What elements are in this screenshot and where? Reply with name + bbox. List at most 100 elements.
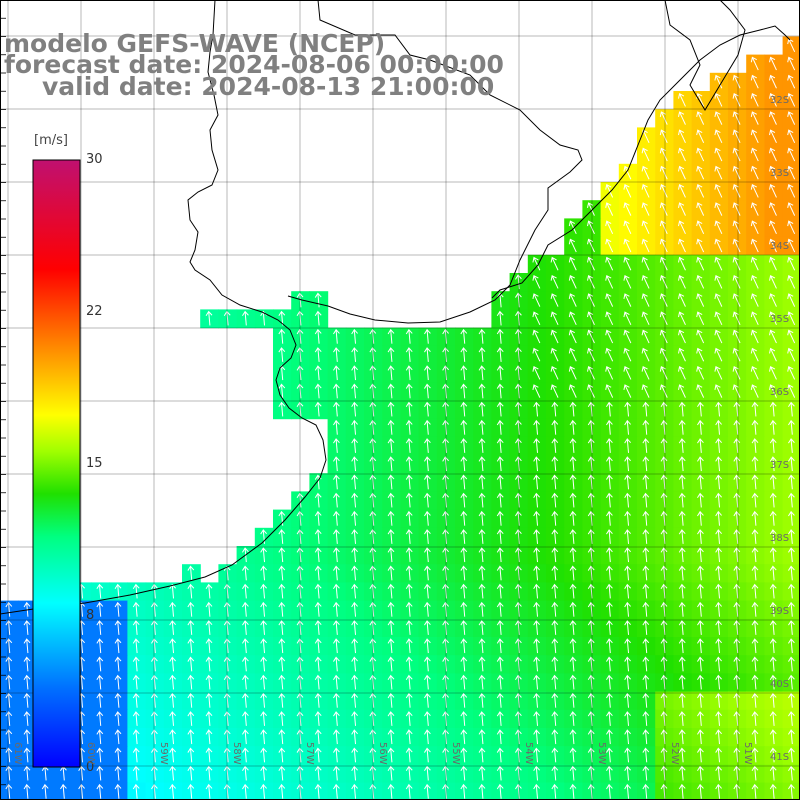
wind-arrow: [787, 147, 796, 162]
wind-arrow-shape: [714, 93, 723, 107]
wind-arrow-shape: [496, 310, 504, 326]
wind-arrow-shape: [424, 383, 431, 399]
wind-arrow-shape: [351, 401, 358, 417]
wind-arrow-shape: [114, 656, 122, 672]
wind-arrow: [714, 384, 723, 398]
wind-arrow: [496, 365, 504, 381]
wind-arrow-shape: [314, 492, 322, 508]
wind-arrow: [333, 583, 340, 599]
wind-arrow-shape: [496, 601, 504, 617]
wind-arrow-shape: [696, 275, 705, 289]
wind-arrow-shape: [424, 711, 431, 726]
forecast-date: forecast date: 2024-08-06 00:00:00: [4, 50, 504, 79]
wind-arrow-shape: [732, 93, 741, 107]
wind-arrow: [460, 510, 468, 526]
wind-arrow-shape: [260, 747, 267, 763]
wind-arrow: [751, 583, 759, 599]
wind-arrow: [23, 765, 31, 781]
wind-arrow-shape: [787, 220, 796, 235]
wind-arrow: [424, 783, 431, 799]
wind-arrow: [205, 747, 213, 763]
wind-arrow-shape: [678, 729, 686, 745]
wind-arrow-shape: [351, 711, 358, 726]
wind-arrow: [624, 419, 631, 435]
wind-arrow: [787, 202, 796, 216]
wind-arrow: [678, 238, 686, 253]
wind-arrow: [751, 474, 759, 490]
wind-arrow: [478, 711, 486, 726]
wind-arrow: [478, 328, 486, 344]
wind-arrow-shape: [605, 220, 614, 235]
wind-arrow-shape: [387, 583, 395, 599]
wind-arrow-shape: [678, 129, 686, 144]
wind-arrow: [751, 638, 759, 654]
model-title: modelo GEFS-WAVE (NCEP): [4, 29, 386, 58]
wind-arrow: [424, 456, 431, 472]
wind-arrow-shape: [424, 456, 431, 472]
wind-arrow: [569, 456, 577, 472]
wind-arrow-shape: [351, 365, 358, 381]
wind-arrow: [714, 256, 723, 271]
wind-arrow-shape: [533, 692, 540, 708]
wind-arrow-shape: [696, 184, 705, 198]
wind-arrow: [606, 783, 613, 799]
wind-arrow: [424, 547, 431, 563]
wind-arrow-shape: [496, 747, 504, 763]
wind-arrow-shape: [205, 310, 213, 326]
wind-arrow-shape: [551, 765, 559, 781]
wind-arrow-shape: [569, 547, 577, 563]
wind-arrow: [260, 529, 267, 544]
wind-arrow-shape: [733, 638, 741, 654]
wind-arrow: [187, 656, 195, 672]
wind-arrow-shape: [551, 601, 559, 617]
wind-arrow-shape: [314, 638, 322, 654]
wind-arrow: [733, 747, 741, 763]
wind-arrow: [569, 765, 577, 781]
wind-arrow-shape: [242, 656, 249, 672]
wind-arrow-shape: [533, 547, 540, 563]
wind-arrow-shape: [769, 547, 777, 563]
wind-arrow-shape: [697, 765, 704, 781]
wind-arrow-shape: [769, 456, 777, 472]
wind-arrow: [333, 328, 340, 344]
wind-arrow: [424, 620, 431, 635]
wind-arrow-shape: [169, 783, 176, 799]
wind-arrow: [23, 638, 31, 654]
wind-arrow: [624, 747, 631, 763]
wind-arrow: [478, 620, 486, 635]
wind-arrow: [659, 202, 668, 216]
wind-arrow: [96, 583, 104, 599]
wind-arrow: [550, 366, 559, 380]
wind-arrow-shape: [387, 438, 395, 453]
wind-arrow-shape: [496, 638, 504, 654]
wind-arrow: [732, 111, 741, 125]
wind-arrow: [642, 638, 650, 654]
wind-arrow-shape: [697, 692, 704, 708]
wind-arrow: [787, 329, 796, 344]
wind-arrow: [569, 474, 577, 490]
wind-arrow: [642, 692, 650, 708]
wind-arrow: [333, 747, 340, 763]
wind-arrow-shape: [751, 438, 759, 453]
wind-arrow-shape: [314, 565, 322, 581]
wind-arrow-shape: [114, 783, 122, 799]
wind-arrow-shape: [659, 202, 668, 216]
wind-arrow: [642, 747, 650, 763]
wind-arrow-shape: [424, 510, 431, 526]
wind-arrow: [496, 783, 504, 799]
wind-arrow: [769, 620, 777, 635]
wind-arrow-shape: [569, 601, 577, 617]
wind-arrow-shape: [496, 383, 504, 399]
wind-arrow-shape: [641, 275, 650, 289]
wind-arrow: [732, 74, 741, 89]
wind-arrow-shape: [605, 384, 614, 398]
wind-arrow: [569, 510, 577, 526]
wind-arrow-shape: [714, 311, 723, 326]
wind-arrow: [769, 56, 777, 71]
wind-arrow: [678, 692, 686, 708]
lat-label: 39S: [770, 606, 790, 617]
wind-arrow-shape: [187, 620, 195, 635]
wind-arrow: [714, 111, 723, 125]
wind-vectors: [5, 38, 796, 799]
wind-arrow-shape: [333, 765, 340, 781]
